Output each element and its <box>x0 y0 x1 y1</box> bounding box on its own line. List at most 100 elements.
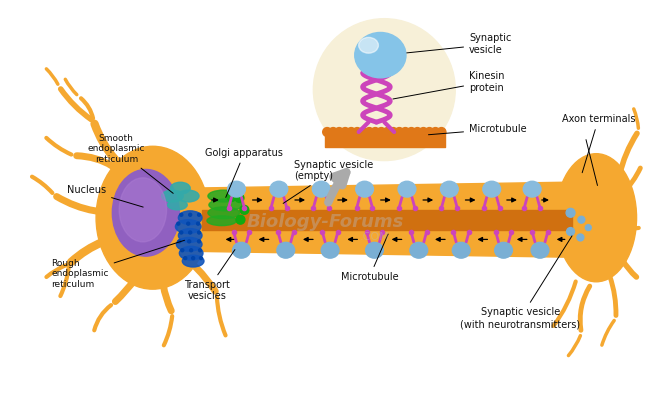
Ellipse shape <box>329 128 338 136</box>
Ellipse shape <box>401 128 409 136</box>
Ellipse shape <box>566 227 574 235</box>
Text: Axon terminals: Axon terminals <box>562 114 635 173</box>
Text: Biology-Forums: Biology-Forums <box>247 213 404 231</box>
Ellipse shape <box>398 181 416 197</box>
Ellipse shape <box>321 242 339 258</box>
Ellipse shape <box>365 128 374 136</box>
Ellipse shape <box>171 182 190 194</box>
Ellipse shape <box>180 213 183 216</box>
Ellipse shape <box>189 213 191 216</box>
Ellipse shape <box>389 128 398 136</box>
Ellipse shape <box>347 128 355 136</box>
Ellipse shape <box>180 231 183 234</box>
Ellipse shape <box>323 128 331 136</box>
Ellipse shape <box>437 128 446 136</box>
Text: Synaptic vesicle
(empty): Synaptic vesicle (empty) <box>283 160 373 203</box>
Ellipse shape <box>425 128 434 136</box>
Bar <box>202 210 572 229</box>
Ellipse shape <box>227 193 236 201</box>
Ellipse shape <box>236 215 245 224</box>
Ellipse shape <box>187 222 189 225</box>
Ellipse shape <box>556 154 637 282</box>
Ellipse shape <box>355 181 374 197</box>
Ellipse shape <box>585 225 591 231</box>
Text: Microtubule: Microtubule <box>428 124 527 135</box>
Ellipse shape <box>175 220 201 233</box>
Ellipse shape <box>197 231 201 234</box>
Ellipse shape <box>197 213 201 216</box>
Ellipse shape <box>452 242 470 258</box>
Ellipse shape <box>167 200 187 210</box>
Ellipse shape <box>270 181 288 197</box>
Ellipse shape <box>179 246 203 260</box>
Ellipse shape <box>181 249 184 252</box>
Ellipse shape <box>359 128 368 136</box>
Ellipse shape <box>200 257 202 260</box>
Ellipse shape <box>359 38 378 53</box>
Ellipse shape <box>199 249 202 252</box>
Ellipse shape <box>441 181 458 197</box>
Ellipse shape <box>383 128 392 136</box>
Ellipse shape <box>431 128 440 136</box>
Ellipse shape <box>208 190 240 202</box>
Ellipse shape <box>495 242 512 258</box>
Ellipse shape <box>366 242 383 258</box>
Ellipse shape <box>197 240 201 243</box>
Ellipse shape <box>178 229 202 242</box>
Ellipse shape <box>208 207 240 219</box>
Ellipse shape <box>410 242 428 258</box>
Ellipse shape <box>577 234 584 241</box>
Ellipse shape <box>176 237 202 251</box>
Text: Transport
vesicles: Transport vesicles <box>184 250 235 302</box>
Ellipse shape <box>413 128 422 136</box>
Ellipse shape <box>377 128 386 136</box>
Ellipse shape <box>483 181 501 197</box>
Text: Kinesin
protein: Kinesin protein <box>393 71 505 99</box>
Ellipse shape <box>197 222 200 225</box>
Ellipse shape <box>353 128 362 136</box>
Ellipse shape <box>178 211 202 225</box>
Ellipse shape <box>313 19 455 160</box>
Text: Golgi apparatus: Golgi apparatus <box>206 148 283 198</box>
Ellipse shape <box>182 255 204 267</box>
Text: Smooth
endoplasmic
reticulum: Smooth endoplasmic reticulum <box>87 134 173 194</box>
Text: Synaptic vesicle
(with neurotransmitters): Synaptic vesicle (with neurotransmitters… <box>460 236 580 329</box>
Ellipse shape <box>191 257 195 260</box>
Ellipse shape <box>228 181 245 197</box>
Ellipse shape <box>277 242 295 258</box>
Text: .COM: .COM <box>359 233 389 243</box>
Ellipse shape <box>178 240 181 243</box>
Ellipse shape <box>340 128 350 136</box>
Ellipse shape <box>407 128 416 136</box>
Ellipse shape <box>523 181 541 197</box>
Text: Synaptic
vesicle: Synaptic vesicle <box>407 34 512 55</box>
Ellipse shape <box>177 190 199 202</box>
Ellipse shape <box>395 128 404 136</box>
Ellipse shape <box>355 32 406 78</box>
Ellipse shape <box>240 205 249 214</box>
Ellipse shape <box>312 181 330 197</box>
Ellipse shape <box>531 242 549 258</box>
Ellipse shape <box>177 222 180 225</box>
Text: Microtubule: Microtubule <box>340 234 398 282</box>
Ellipse shape <box>209 199 242 211</box>
Ellipse shape <box>187 240 191 243</box>
Text: Nucleus: Nucleus <box>67 185 143 207</box>
Text: Rough
endoplasmic
reticulum: Rough endoplasmic reticulum <box>51 240 185 289</box>
Ellipse shape <box>113 170 179 256</box>
Ellipse shape <box>578 216 585 223</box>
Ellipse shape <box>232 242 250 258</box>
Ellipse shape <box>161 190 184 202</box>
Ellipse shape <box>184 257 187 260</box>
Ellipse shape <box>235 194 244 202</box>
Ellipse shape <box>189 231 191 234</box>
Ellipse shape <box>119 178 167 242</box>
Ellipse shape <box>335 128 344 136</box>
Ellipse shape <box>207 216 236 225</box>
Ellipse shape <box>189 249 193 252</box>
Ellipse shape <box>566 208 575 217</box>
Polygon shape <box>187 182 564 257</box>
Ellipse shape <box>96 146 210 289</box>
Ellipse shape <box>371 128 380 136</box>
Ellipse shape <box>419 128 428 136</box>
